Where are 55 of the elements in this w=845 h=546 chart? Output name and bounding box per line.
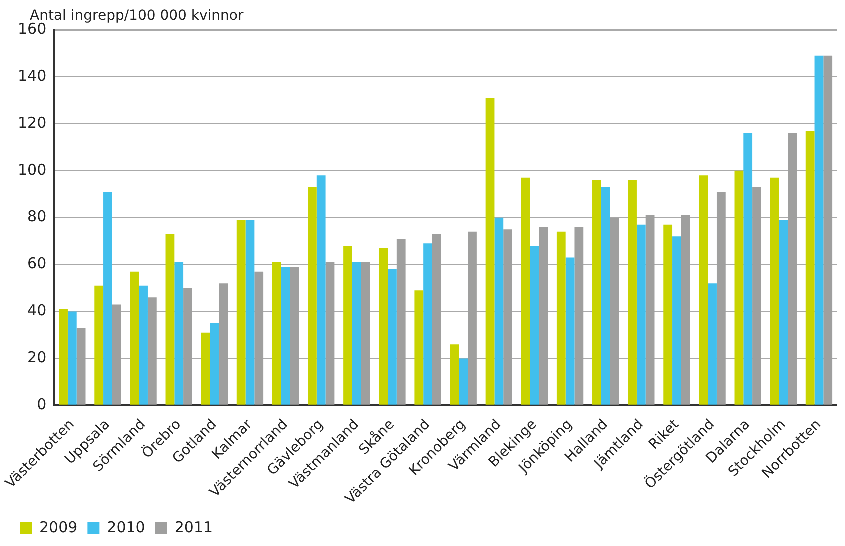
bar bbox=[246, 220, 255, 405]
bar bbox=[94, 286, 104, 405]
bar bbox=[201, 332, 210, 405]
bar bbox=[68, 312, 77, 405]
bar bbox=[779, 220, 788, 405]
bar bbox=[236, 220, 246, 405]
y-tick-label: 0 bbox=[37, 396, 47, 414]
y-tick-label: 100 bbox=[18, 160, 47, 179]
legend-label: 2009 bbox=[40, 518, 78, 536]
bar bbox=[272, 262, 282, 405]
y-tick-label: 140 bbox=[18, 66, 47, 85]
bar bbox=[352, 262, 362, 405]
bar bbox=[530, 246, 540, 405]
y-tick-label: 40 bbox=[28, 302, 47, 320]
bar bbox=[708, 284, 717, 405]
bar bbox=[210, 324, 220, 405]
bar bbox=[486, 98, 495, 405]
legend-label: 2011 bbox=[174, 518, 214, 536]
bar bbox=[566, 258, 575, 405]
y-tick-label: 20 bbox=[28, 348, 47, 367]
bar bbox=[592, 180, 602, 405]
bar bbox=[806, 130, 815, 405]
bar bbox=[130, 272, 140, 405]
bar bbox=[316, 176, 326, 405]
bar bbox=[672, 236, 682, 405]
y-tick-label: 120 bbox=[18, 114, 47, 132]
bar bbox=[281, 267, 290, 405]
bar bbox=[139, 286, 148, 405]
bar bbox=[104, 192, 112, 405]
bar bbox=[424, 244, 432, 405]
bar bbox=[521, 178, 530, 405]
legend-label: 2010 bbox=[107, 518, 146, 536]
y-tick-label: 60 bbox=[28, 254, 47, 273]
bar bbox=[636, 224, 646, 405]
bar bbox=[59, 309, 68, 405]
bar bbox=[699, 176, 708, 405]
bar bbox=[770, 178, 780, 405]
bar bbox=[166, 234, 175, 405]
bar bbox=[814, 56, 824, 405]
bar bbox=[744, 133, 753, 405]
bar bbox=[494, 218, 504, 405]
y-tick-label: 80 bbox=[28, 208, 47, 226]
bar bbox=[414, 290, 424, 405]
bar bbox=[664, 224, 673, 405]
bar bbox=[628, 180, 637, 405]
bar bbox=[450, 344, 460, 405]
bar bbox=[344, 246, 352, 405]
bar bbox=[379, 248, 388, 405]
bar bbox=[459, 358, 468, 405]
bar bbox=[308, 187, 317, 405]
bar bbox=[174, 262, 184, 405]
bar bbox=[556, 232, 566, 405]
bar bbox=[734, 170, 744, 405]
bar bbox=[388, 269, 397, 405]
bar bbox=[601, 187, 610, 405]
